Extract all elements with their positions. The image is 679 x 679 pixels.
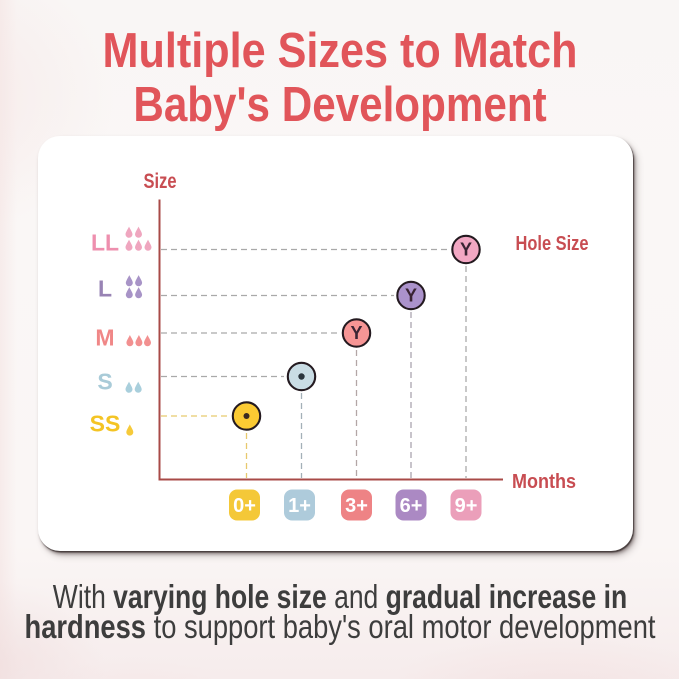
- svg-text:1+: 1+: [288, 495, 311, 517]
- svg-text:Months: Months: [512, 471, 576, 493]
- svg-text:LL: LL: [91, 229, 119, 255]
- svg-text:Y: Y: [460, 240, 472, 260]
- svg-text:Hole Size: Hole Size: [516, 233, 589, 255]
- svg-text:Size: Size: [144, 170, 177, 193]
- svg-text:M: M: [95, 324, 114, 350]
- svg-text:0+: 0+: [233, 495, 256, 517]
- svg-text:3+: 3+: [345, 495, 368, 517]
- svg-text:SS: SS: [90, 410, 121, 436]
- svg-text:L: L: [98, 275, 112, 301]
- svg-text:6+: 6+: [400, 495, 423, 517]
- svg-text:Y: Y: [350, 323, 362, 343]
- svg-text:9+: 9+: [455, 495, 478, 517]
- svg-text:Y: Y: [405, 286, 417, 306]
- svg-text:S: S: [97, 368, 112, 394]
